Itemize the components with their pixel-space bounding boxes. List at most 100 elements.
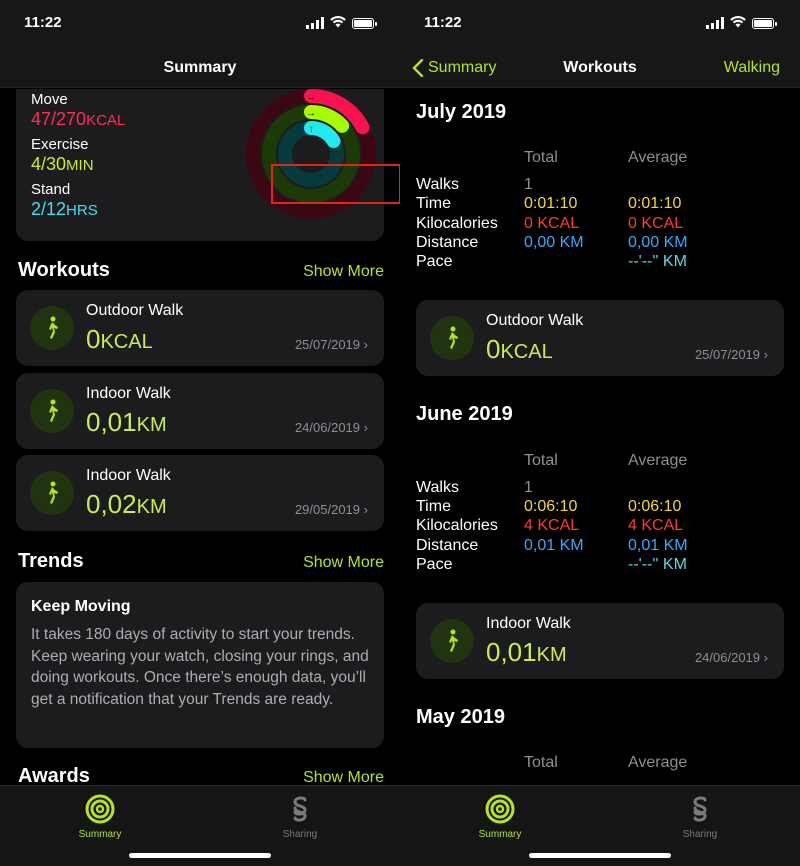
workouts-screen: 11:22 Summary Workouts Walking July 2019… [400,0,800,866]
workout-value: 0,02KM [86,489,167,519]
workout-date: 24/06/2019 › [294,420,368,435]
cellular-signal-icon [706,17,724,29]
month-heading: May 2019 [416,706,505,728]
exercise-arrow-icon: → [306,108,316,119]
tab-summary[interactable]: Summary [60,794,140,840]
chevron-right-icon: › [363,337,368,352]
col-total-header: Total [524,452,558,469]
battery-icon [352,17,377,29]
trends-card: Keep Moving It takes 180 days of activit… [16,582,384,748]
tab-sharing[interactable]: Sharing [660,794,740,840]
workouts-scroll[interactable]: July 2019 Total Average Walks Time Kiloc… [400,89,800,785]
workout-value: 0,01KM [86,407,167,437]
workout-name: Outdoor Walk [486,312,584,329]
workout-date: 25/07/2019 › [694,347,768,362]
kcal-total: 4 KCAL [524,517,580,534]
workout-date: 25/07/2019 › [294,337,368,352]
month-heading: June 2019 [416,403,513,425]
workout-name: Indoor Walk [86,467,171,484]
move-ring-progress [304,89,370,135]
distance-total: 0,01 KM [524,537,584,554]
sharing-icon [293,796,307,822]
row-label-time: Time [416,498,451,515]
walking-icon [430,619,474,663]
tab-sharing[interactable]: Sharing [260,794,340,840]
pace-average: --'--'' KM [628,556,687,573]
time-total: 0:06:10 [524,498,578,515]
row-label-pace: Pace [416,556,453,573]
summary-rings-icon [485,794,515,824]
trends-card-title: Keep Moving [31,598,131,615]
row-label-kcal: Kilocalories [416,517,498,534]
exercise-value: 4/30MIN [31,154,94,174]
col-average-header: Average [628,452,688,469]
workout-card[interactable]: Indoor Walk 0,01KM 24/06/2019 › [16,373,384,449]
battery-icon [752,17,777,29]
row-label-distance: Distance [416,537,479,554]
show-more-highlight-box [271,164,400,204]
walks-total: 1 [524,176,533,193]
workout-card[interactable]: Indoor Walk 0,01KM 24/06/2019 › [416,603,784,679]
status-bar: 11:22 [400,0,800,48]
home-indicator [529,853,671,858]
distance-average: 0,01 KM [628,537,688,554]
activity-rings: → → ↑ [246,89,376,219]
exercise-ring-progress [304,105,350,133]
walking-icon [30,389,74,433]
tab-summary[interactable]: Summary [460,794,540,840]
page-title: Workouts [563,59,637,76]
sharing-icon [693,796,707,822]
workout-value: 0,01KM [486,637,567,667]
time-total: 0:01:10 [524,195,578,212]
row-label-pace: Pace [416,253,453,270]
walking-filter-button[interactable]: Walking [723,59,780,76]
row-label-time: Time [416,195,451,212]
distance-average: 0,00 KM [628,234,688,251]
home-indicator [129,853,271,858]
col-total-header: Total [524,754,558,771]
status-time: 11:22 [424,14,462,31]
workouts-show-more-link[interactable]: Show More [303,263,384,280]
row-label-walks: Walks [416,176,459,193]
col-average-header: Average [628,149,688,166]
workout-date: 29/05/2019 › [294,502,368,517]
trends-show-more-link[interactable]: Show More [303,554,384,571]
chevron-right-icon: › [363,502,368,517]
workout-name: Indoor Walk [486,615,571,632]
walking-icon [430,316,474,360]
workout-value: 0KCAL [486,334,553,364]
workout-name: Outdoor Walk [86,302,184,319]
move-value: 47/270KCAL [31,109,126,129]
workout-name: Indoor Walk [86,385,171,402]
wifi-icon [330,16,346,30]
stand-ring-progress [304,121,341,149]
time-average: 0:01:10 [628,195,682,212]
chevron-left-icon [412,59,424,77]
summary-scroll[interactable]: Move 47/270KCAL Exercise 4/30MIN Stand 2… [0,89,400,785]
row-label-kcal: Kilocalories [416,215,498,232]
trends-heading: Trends [18,550,84,572]
nav-bar: Summary [0,48,400,88]
exercise-label: Exercise [31,136,89,153]
walks-total: 1 [524,479,533,496]
row-label-walks: Walks [416,479,459,496]
col-total-header: Total [524,149,558,166]
month-heading: July 2019 [416,101,507,123]
workout-card[interactable]: Outdoor Walk 0KCAL 25/07/2019 › [416,300,784,376]
back-button[interactable]: Summary [412,59,496,77]
tab-bar: Summary Sharing [0,785,400,866]
summary-rings-icon [85,794,115,824]
move-arrow-icon: → [306,92,316,103]
nav-bar: Summary Workouts Walking [400,48,800,88]
stand-label: Stand [31,181,71,198]
awards-show-more-link[interactable]: Show More [303,769,384,785]
cellular-signal-icon [306,17,324,29]
kcal-average: 0 KCAL [628,215,684,232]
col-average-header: Average [628,754,688,771]
kcal-total: 0 KCAL [524,215,580,232]
summary-screen: 11:22 Summary Move 47/270KCAL Exercise 4… [0,0,400,866]
workout-card[interactable]: Indoor Walk 0,02KM 29/05/2019 › [16,455,384,531]
workout-card[interactable]: Outdoor Walk 0KCAL 25/07/2019 › [16,290,384,366]
chevron-right-icon: › [763,347,768,362]
distance-total: 0,00 KM [524,234,584,251]
